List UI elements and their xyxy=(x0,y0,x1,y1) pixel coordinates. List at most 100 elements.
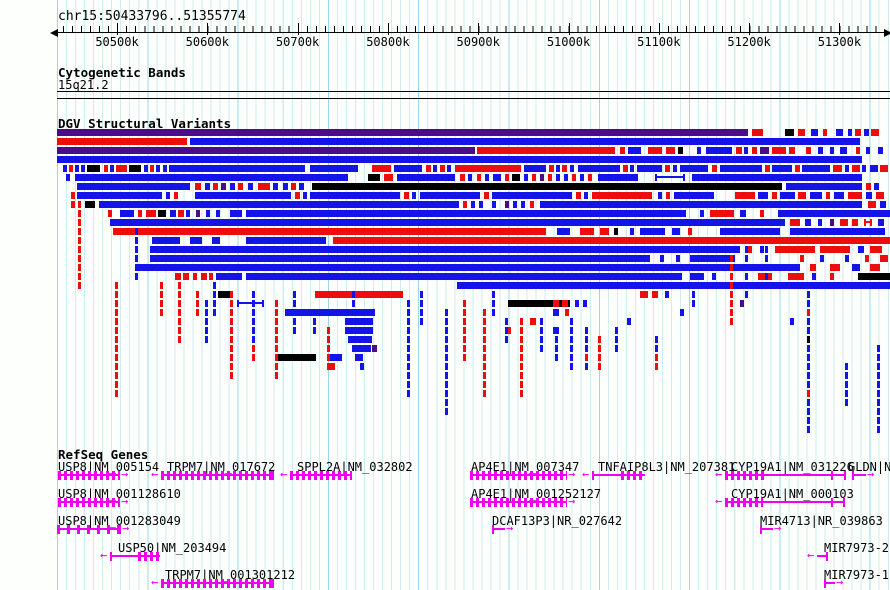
gene-glyph[interactable]: → xyxy=(824,576,843,588)
variant-dash[interactable] xyxy=(115,363,118,370)
variant-dash[interactable] xyxy=(765,282,768,289)
variant-bar[interactable] xyxy=(75,165,79,172)
variant-bar[interactable] xyxy=(580,174,584,181)
variant-bar[interactable] xyxy=(420,192,480,199)
variant-bar[interactable] xyxy=(57,129,748,136)
variant-bar[interactable] xyxy=(630,228,634,235)
variant-dash[interactable] xyxy=(655,336,658,343)
variant-bar[interactable] xyxy=(345,327,373,334)
variant-dash[interactable] xyxy=(445,336,448,343)
variant-bar[interactable] xyxy=(690,255,735,262)
variant-dash[interactable] xyxy=(420,291,423,298)
variant-dash[interactable] xyxy=(78,237,81,244)
variant-bar[interactable] xyxy=(870,264,880,271)
variant-dash[interactable] xyxy=(877,345,880,352)
variant-bar[interactable] xyxy=(706,147,732,154)
variant-bar[interactable] xyxy=(564,174,568,181)
gene-glyph[interactable]: ← xyxy=(151,576,274,588)
variant-bar[interactable] xyxy=(166,192,170,199)
variant-dash[interactable] xyxy=(352,291,355,298)
variant-dash[interactable] xyxy=(585,354,588,361)
variant-bar[interactable] xyxy=(588,174,592,181)
variant-dash[interactable] xyxy=(463,300,466,307)
variant-dash[interactable] xyxy=(570,327,573,334)
variant-dash[interactable] xyxy=(135,228,138,235)
variant-dash[interactable] xyxy=(135,264,138,271)
variant-bar[interactable] xyxy=(806,147,811,154)
gene-glyph[interactable]: → xyxy=(852,468,874,480)
variant-dash[interactable] xyxy=(505,318,508,325)
variant-bar[interactable] xyxy=(700,210,704,217)
variant-bar[interactable] xyxy=(372,345,377,352)
variant-bar[interactable] xyxy=(805,219,811,226)
variant-dash[interactable] xyxy=(483,381,486,388)
variant-bar[interactable] xyxy=(688,228,692,235)
variant-dash[interactable] xyxy=(293,327,296,334)
variant-bar[interactable] xyxy=(360,363,364,370)
variant-bar[interactable] xyxy=(614,228,618,235)
variant-bar[interactable] xyxy=(676,255,680,262)
variant-dash[interactable] xyxy=(483,309,486,316)
variant-bar[interactable] xyxy=(81,165,85,172)
variant-bar[interactable] xyxy=(524,174,528,181)
variant-dash[interactable] xyxy=(730,309,733,316)
variant-dash[interactable] xyxy=(160,300,163,307)
variant-bar[interactable] xyxy=(87,165,100,172)
variant-dash[interactable] xyxy=(877,390,880,397)
variant-dash[interactable] xyxy=(352,309,355,316)
variant-dash[interactable] xyxy=(230,354,233,361)
variant-bar[interactable] xyxy=(412,192,416,199)
variant-dash[interactable] xyxy=(78,210,81,217)
variant-dash[interactable] xyxy=(213,282,216,289)
variant-bar[interactable] xyxy=(221,183,226,190)
gene-glyph[interactable]: ← xyxy=(715,468,846,480)
variant-bar[interactable] xyxy=(856,147,860,154)
variant-dash[interactable] xyxy=(78,228,81,235)
variant-dash[interactable] xyxy=(230,318,233,325)
variant-bar[interactable] xyxy=(150,246,740,253)
variant-dash[interactable] xyxy=(585,336,588,343)
variant-dash[interactable] xyxy=(160,291,163,298)
variant-dash[interactable] xyxy=(407,345,410,352)
variant-dash[interactable] xyxy=(520,345,523,352)
variant-bar[interactable] xyxy=(463,201,467,208)
gene-glyph[interactable]: ← xyxy=(280,468,352,480)
variant-bar[interactable] xyxy=(238,183,243,190)
variant-dash[interactable] xyxy=(807,354,810,361)
variant-bar[interactable] xyxy=(598,174,638,181)
variant-dash[interactable] xyxy=(877,354,880,361)
variant-bar[interactable] xyxy=(248,183,253,190)
variant-dash[interactable] xyxy=(492,309,495,316)
variant-dash[interactable] xyxy=(807,372,810,379)
variant-bar[interactable] xyxy=(740,300,744,307)
variant-bar[interactable] xyxy=(562,165,567,172)
variant-dash[interactable] xyxy=(252,300,255,307)
variant-dash[interactable] xyxy=(655,363,658,370)
variant-dash[interactable] xyxy=(570,345,573,352)
gene-glyph[interactable]: ← xyxy=(151,468,274,480)
variant-dash[interactable] xyxy=(520,363,523,370)
variant-bar[interactable] xyxy=(830,219,834,226)
variant-bar[interactable] xyxy=(712,273,716,280)
variant-dash[interactable] xyxy=(445,354,448,361)
variant-dash[interactable] xyxy=(178,273,181,280)
variant-dash[interactable] xyxy=(275,327,278,334)
variant-bar[interactable] xyxy=(540,201,862,208)
variant-dash[interactable] xyxy=(78,246,81,253)
variant-dash[interactable] xyxy=(115,345,118,352)
variant-bar[interactable] xyxy=(246,210,686,217)
variant-dash[interactable] xyxy=(78,264,81,271)
variant-bar[interactable] xyxy=(513,201,517,208)
variant-dash[interactable] xyxy=(730,264,733,271)
variant-bar[interactable] xyxy=(291,183,296,190)
variant-dash[interactable] xyxy=(275,300,278,307)
variant-bar[interactable] xyxy=(186,210,190,217)
variant-dash[interactable] xyxy=(505,336,508,343)
variant-bar[interactable] xyxy=(116,165,127,172)
variant-bar[interactable] xyxy=(193,273,197,280)
variant-dash[interactable] xyxy=(877,381,880,388)
variant-dash[interactable] xyxy=(313,327,316,334)
variant-bar[interactable] xyxy=(800,255,804,262)
variant-dash[interactable] xyxy=(555,336,558,343)
variant-bar[interactable] xyxy=(580,228,594,235)
